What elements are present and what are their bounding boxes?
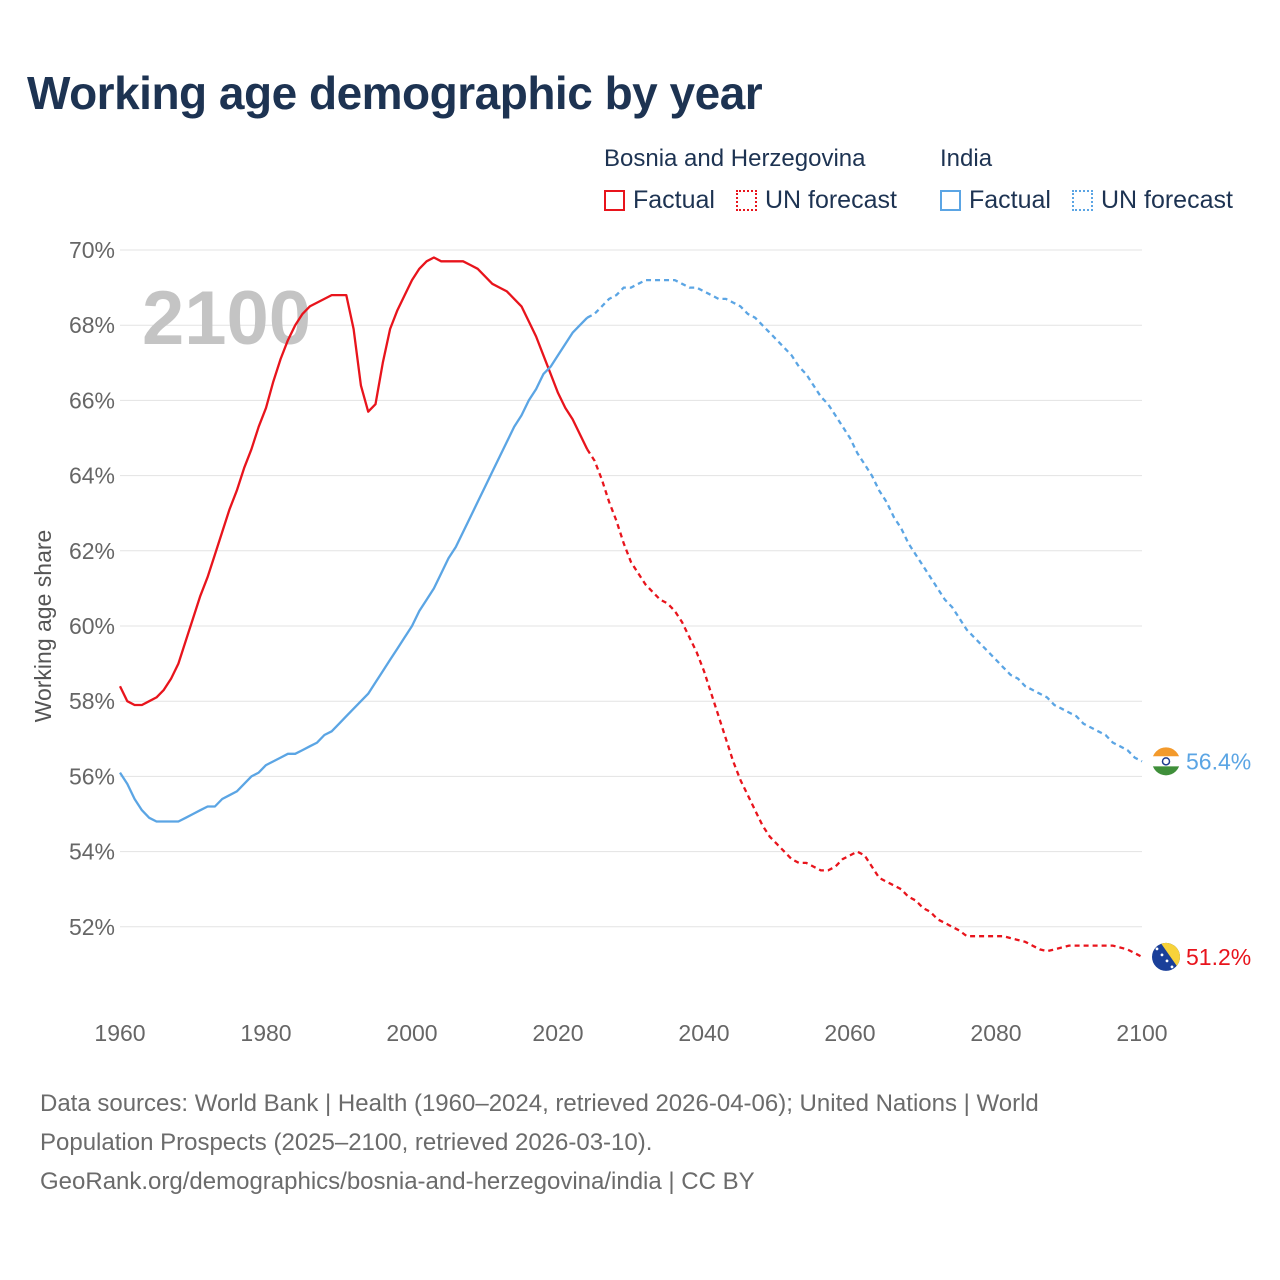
x-tick-label: 2040 [678,1020,729,1046]
series-line-india-forecast [586,278,1143,763]
footer-attribution[interactable]: GeoRank.org/demographics/bosnia-and-herz… [40,1168,755,1195]
legend-group-bosnia: Bosnia and Herzegovina [604,145,866,172]
bosnia-flag-icon [1152,942,1180,971]
end-label-india: 56.4% [1186,748,1251,774]
legend-label-bosnia-forecast: UN forecast [764,186,897,214]
series-line-bosnia-forecast [586,448,1143,958]
x-tick-label: 2000 [386,1020,437,1046]
footer-source-line-2: Population Prospects (2025–2100, retriev… [40,1129,653,1156]
y-tick-label: 70% [69,237,115,263]
legend-india-forecast[interactable]: UN forecast [1071,186,1233,215]
legend-swatch-india-forecast [1071,190,1093,211]
y-tick-label: 58% [69,688,115,714]
y-axis-label: Working age share [30,530,56,723]
y-tick-label: 54% [69,839,115,865]
legend-bosnia-forecast[interactable]: UN forecast [735,186,897,215]
end-label-bosnia: 51.2% [1186,944,1251,970]
x-tick-label: 2060 [824,1020,875,1046]
series-line-bosnia-factual [118,256,589,707]
x-tick-label: 1980 [240,1020,291,1046]
legend-swatch-bosnia-factual [604,190,625,211]
y-tick-label: 56% [69,763,115,789]
line-chart: 52% 54% 56% 58% 60% 62% 64% 66% 68% 70% 1960 1980 20… [30,237,1251,1046]
x-tick-label: 2020 [532,1020,583,1046]
legend-india-factual[interactable]: Factual [940,186,1051,215]
y-tick-label: 68% [69,312,115,338]
legend-swatch-india-factual [940,190,961,211]
x-tick-label: 1960 [94,1020,145,1046]
y-tick-label: 60% [69,613,115,639]
legend-row-bosnia: Factual UN forecast [604,186,911,218]
india-flag-icon [1152,747,1180,776]
y-tick-label: 62% [69,538,115,564]
legend-group-india: India [940,145,993,172]
legend-swatch-bosnia-forecast [735,190,757,211]
footer-source-line-1: Data sources: World Bank | Health (1960–… [40,1090,1039,1117]
legend-row-india: Factual UN forecast [940,186,1233,218]
legend-bosnia-factual[interactable]: Factual [604,186,715,215]
year-watermark: 2100 [142,276,311,361]
y-tick-label: 66% [69,387,115,413]
x-tick-label: 2080 [970,1020,1021,1046]
legend-label-india-factual: Factual [969,186,1051,214]
series-line-india-factual [119,316,589,823]
x-tick-label: 2100 [1116,1020,1167,1046]
legend-label-bosnia-factual: Factual [633,186,715,214]
y-tick-label: 64% [69,463,115,489]
legend-label-india-forecast: UN forecast [1100,186,1233,214]
chart-title: Working age demographic by year [27,67,763,119]
y-tick-label: 52% [69,914,115,940]
